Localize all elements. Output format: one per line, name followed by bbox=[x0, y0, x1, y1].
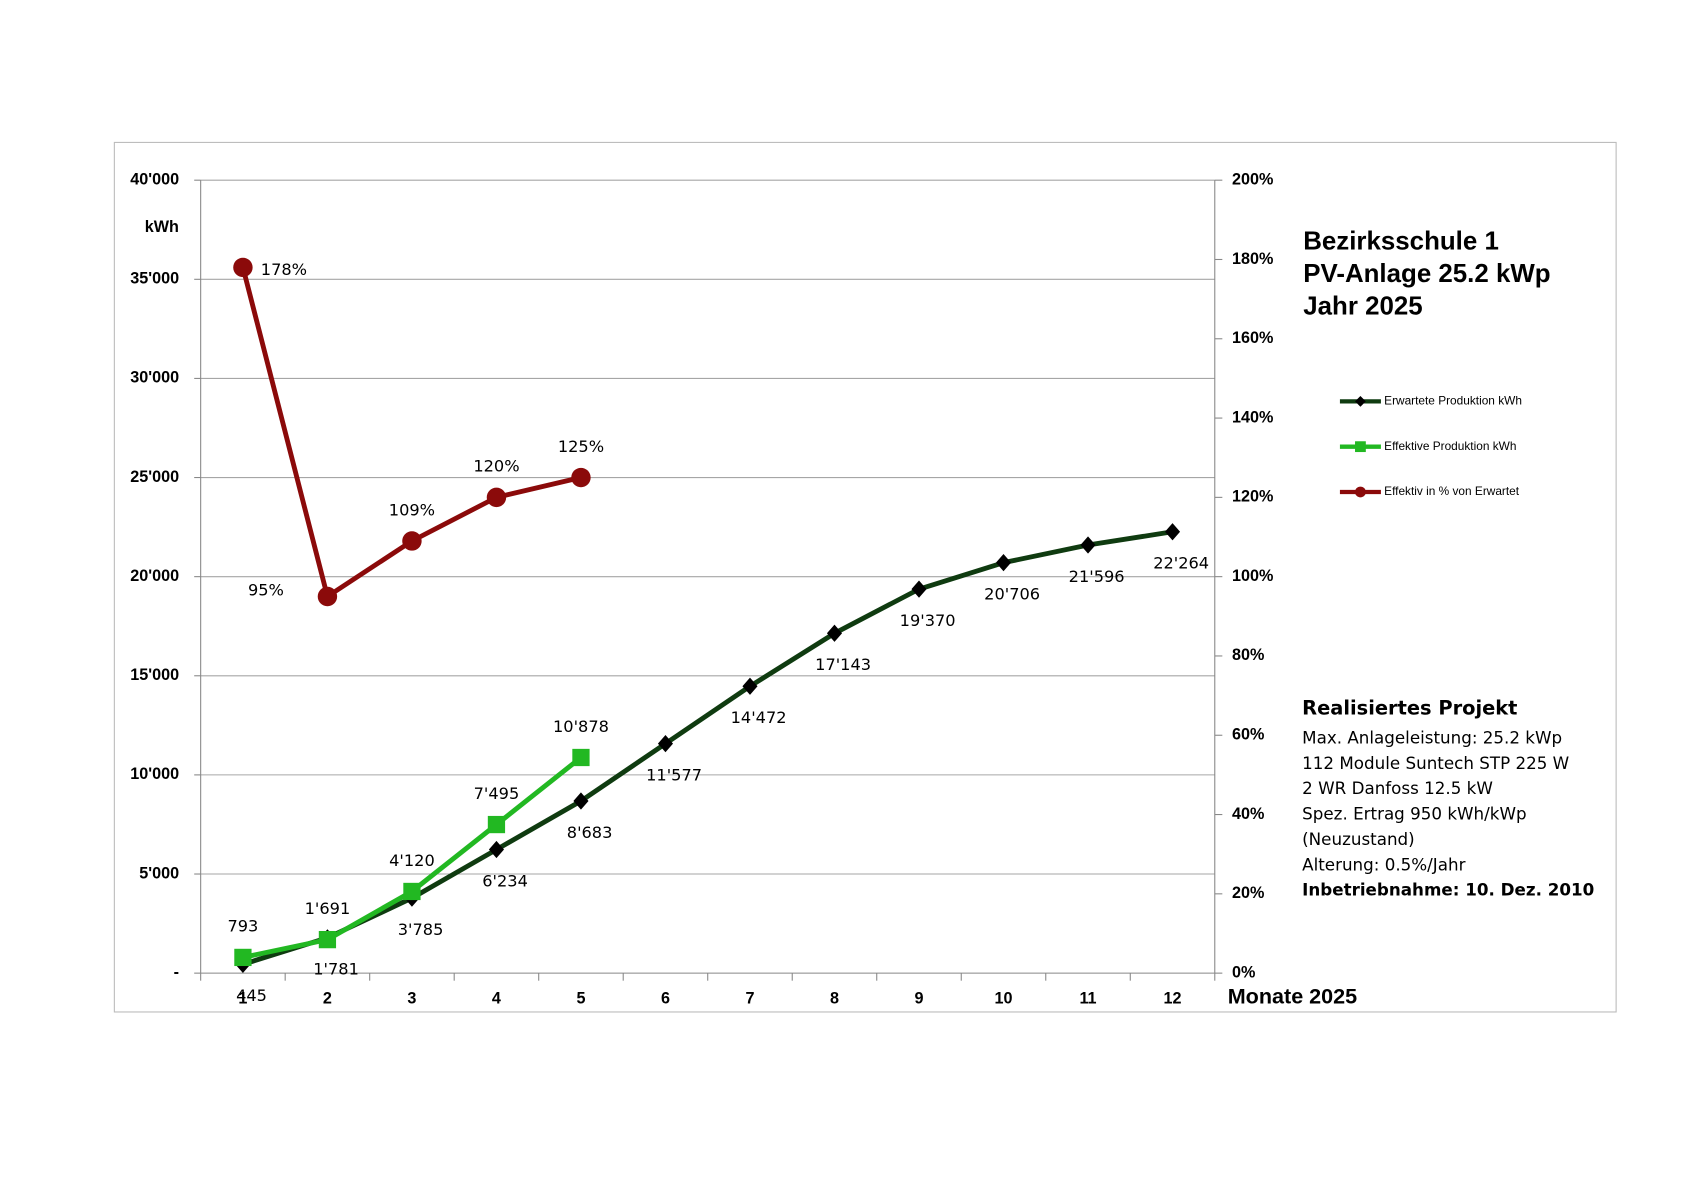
legend-marker bbox=[1355, 441, 1366, 453]
legend-label: Effektiv in % von Erwartet bbox=[1384, 484, 1520, 498]
y-tick-label: 10'000 bbox=[130, 765, 179, 783]
x-tick-label: 4 bbox=[492, 989, 501, 1007]
data-label: 95% bbox=[248, 581, 284, 600]
y2-tick-label: 160% bbox=[1232, 329, 1273, 347]
marker bbox=[995, 554, 1012, 572]
x-tick-label: 12 bbox=[1164, 989, 1182, 1007]
data-label: 4'120 bbox=[389, 851, 435, 870]
marker bbox=[318, 930, 337, 949]
marker bbox=[403, 882, 421, 901]
y2-tick-label: 80% bbox=[1232, 646, 1264, 664]
marker bbox=[486, 487, 507, 508]
y-tick-label: 30'000 bbox=[130, 369, 179, 387]
series-line bbox=[242, 529, 1173, 967]
legend-marker bbox=[1355, 486, 1366, 498]
data-label: 178% bbox=[261, 260, 307, 279]
y-tick-label: 15'000 bbox=[130, 666, 179, 684]
marker bbox=[233, 257, 253, 278]
data-label: 22'264 bbox=[1153, 554, 1209, 573]
info-line: (Neuzustand) bbox=[1302, 829, 1415, 849]
info-line: 2 WR Danfoss 12.5 kW bbox=[1302, 778, 1493, 798]
data-label: 11'577 bbox=[646, 766, 702, 785]
marker bbox=[317, 586, 338, 607]
data-label: 125% bbox=[558, 437, 604, 456]
data-label: 21'596 bbox=[1069, 567, 1125, 586]
x-tick-label: 1 bbox=[238, 989, 247, 1007]
x-tick-label: 2 bbox=[323, 989, 332, 1007]
info-line: Spez. Ertrag 950 kWh/kWp bbox=[1302, 804, 1526, 824]
legend-label: Erwartete Produktion kWh bbox=[1384, 393, 1522, 407]
data-label: 6'234 bbox=[482, 871, 528, 890]
marker bbox=[1080, 536, 1096, 554]
x-axis-label: Monate 2025 bbox=[1228, 984, 1357, 1009]
y-tick-label: 20'000 bbox=[130, 567, 179, 585]
x-tick-label: 6 bbox=[661, 989, 670, 1007]
x-tick-label: 7 bbox=[745, 989, 754, 1007]
y-axis-label: kWh bbox=[145, 218, 179, 236]
y-tick-label: 25'000 bbox=[130, 468, 179, 486]
y2-tick-label: 120% bbox=[1232, 488, 1273, 506]
marker bbox=[402, 531, 422, 551]
y-tick-label: - bbox=[174, 963, 179, 981]
marker bbox=[911, 580, 927, 598]
data-label: 120% bbox=[473, 457, 519, 476]
marker bbox=[487, 815, 506, 834]
data-label: 7'495 bbox=[474, 784, 520, 803]
y2-tick-label: 60% bbox=[1232, 726, 1264, 744]
data-label: 20'706 bbox=[984, 585, 1040, 604]
x-tick-label: 3 bbox=[407, 989, 416, 1007]
info-footer: Inbetriebnahme: 10. Dez. 2010 bbox=[1302, 880, 1594, 900]
legend-label: Effektive Produktion kWh bbox=[1384, 439, 1516, 453]
info-line: Max. Anlageleistung: 25.2 kWp bbox=[1302, 728, 1562, 748]
marker bbox=[234, 948, 252, 967]
y2-tick-label: 180% bbox=[1232, 250, 1273, 268]
y2-tick-label: 140% bbox=[1232, 408, 1273, 426]
data-label: 14'472 bbox=[731, 708, 787, 727]
y-tick-label: 5'000 bbox=[139, 864, 179, 882]
data-label: 10'878 bbox=[553, 717, 609, 736]
y2-tick-label: 200% bbox=[1232, 170, 1273, 188]
data-label: 3'785 bbox=[398, 920, 444, 939]
data-label: 19'370 bbox=[900, 611, 956, 630]
x-tick-label: 10 bbox=[995, 989, 1013, 1007]
chart-title: PV-Anlage 25.2 kWp bbox=[1303, 260, 1550, 288]
y-tick-label: 35'000 bbox=[130, 270, 179, 288]
info-line: Alterung: 0.5%/Jahr bbox=[1302, 854, 1465, 874]
data-label: 1'691 bbox=[305, 899, 351, 918]
y2-tick-label: 100% bbox=[1232, 567, 1273, 585]
x-tick-label: 11 bbox=[1079, 989, 1096, 1007]
chart-title: Bezirksschule 1 bbox=[1303, 228, 1499, 256]
data-label: 17'143 bbox=[815, 655, 871, 674]
legend-marker bbox=[1355, 395, 1366, 407]
info-line: 112 Module Suntech STP 225 W bbox=[1302, 753, 1569, 773]
marker bbox=[571, 467, 591, 488]
y2-tick-label: 20% bbox=[1232, 884, 1264, 902]
data-label: 109% bbox=[389, 500, 435, 519]
info-heading: Realisiertes Projekt bbox=[1302, 696, 1517, 719]
data-label: 8'683 bbox=[567, 823, 613, 842]
data-label: 1'781 bbox=[313, 960, 359, 979]
data-label: 445 bbox=[236, 986, 267, 1005]
x-tick-label: 5 bbox=[576, 989, 585, 1007]
y2-tick-label: 40% bbox=[1232, 805, 1264, 823]
x-tick-label: 8 bbox=[830, 989, 839, 1007]
marker bbox=[573, 792, 589, 810]
x-tick-label: 9 bbox=[914, 989, 923, 1007]
y2-tick-label: 0% bbox=[1232, 963, 1255, 981]
marker bbox=[572, 748, 590, 767]
chart-title: Jahr 2025 bbox=[1303, 292, 1422, 320]
y-tick-label: 40'000 bbox=[130, 170, 179, 188]
data-label: 793 bbox=[227, 917, 258, 936]
